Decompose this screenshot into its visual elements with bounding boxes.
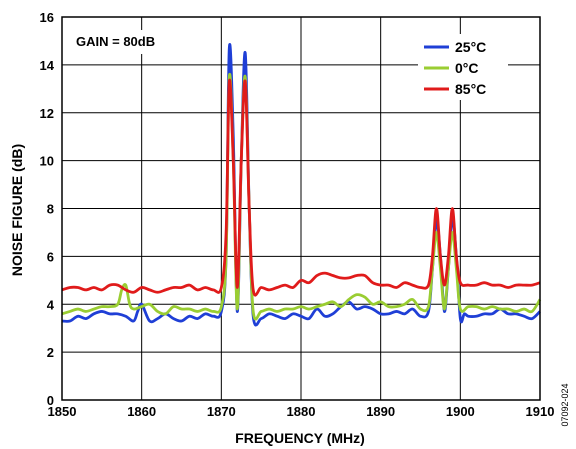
y-tick-label: 4: [47, 297, 55, 312]
y-tick-label: 10: [40, 154, 54, 169]
legend-label: 0°C: [455, 60, 479, 76]
y-tick-label: 14: [40, 58, 55, 73]
x-tick-label: 1880: [287, 404, 316, 419]
x-tick-label: 1900: [446, 404, 475, 419]
y-tick-label: 6: [47, 249, 54, 264]
x-tick-label: 1890: [366, 404, 395, 419]
x-tick-labels: 1850 1860 1870 1880 1890 1900 1910: [48, 404, 555, 419]
legend-label: 85°C: [455, 81, 486, 97]
series-line-0c: [61, 72, 542, 321]
y-tick-label: 2: [47, 345, 54, 360]
y-axis-label: NOISE FIGURE (dB): [9, 144, 25, 276]
series-layer: [61, 43, 542, 327]
x-tick-label: 1910: [526, 404, 555, 419]
x-tick-label: 1850: [48, 404, 77, 419]
x-tick-label: 1860: [127, 404, 156, 419]
figure-code: 07092-024: [560, 383, 570, 426]
annotation-box: [70, 30, 170, 54]
x-tick-label: 1870: [207, 404, 236, 419]
series-line-85c: [61, 78, 541, 297]
y-tick-label: 16: [40, 10, 54, 25]
legend-label: 25°C: [455, 39, 486, 55]
x-axis-label: FREQUENCY (MHz): [235, 430, 365, 446]
legend: 25°C 0°C 85°C: [418, 34, 508, 100]
y-tick-label: 12: [40, 106, 54, 121]
gain-annotation: GAIN = 80dB: [76, 34, 155, 49]
y-tick-labels: 0 2 4 6 8 10 12 14 16: [40, 10, 55, 408]
y-tick-label: 0: [47, 393, 54, 408]
plot-frame: [61, 16, 541, 401]
y-tick-label: 8: [47, 202, 54, 217]
